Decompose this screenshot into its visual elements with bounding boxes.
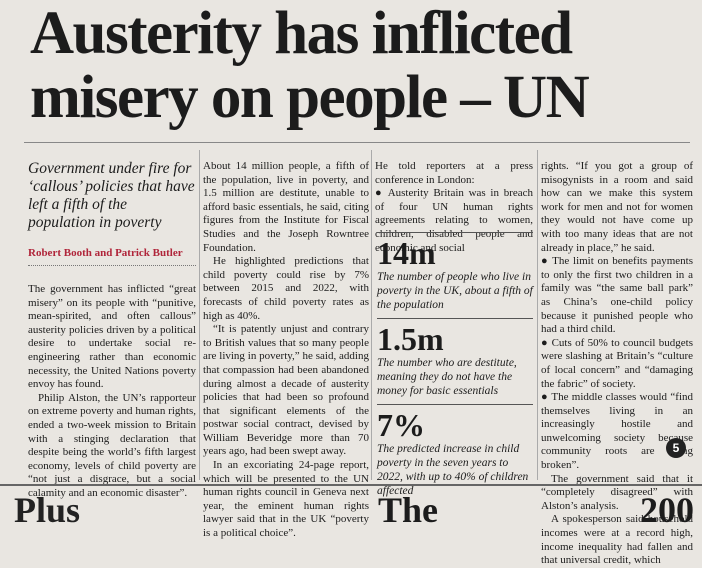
column: About 14 million people, a fifth of the … <box>203 160 369 541</box>
paragraph: ● The middle classes would “find themsel… <box>541 391 693 472</box>
byline: Robert Booth and Patrick Butler <box>28 247 183 259</box>
paragraph: ● Austerity Britain was in breach of fou… <box>375 187 533 254</box>
paragraph: The government has inflicted “great mise… <box>28 283 196 391</box>
stat-figure: 7% <box>377 407 425 443</box>
rule <box>24 142 690 143</box>
stat-caption: The predicted increase in child poverty … <box>377 443 529 497</box>
paragraph: In an excoriating 24-page report, which … <box>203 459 369 540</box>
column-rule <box>199 150 200 480</box>
footer-teaser: Plus <box>14 490 81 530</box>
paragraph: The government said that it “completely … <box>541 472 693 512</box>
stat: 7% The predicted increase in child povert… <box>377 404 533 504</box>
page-marker: 5 <box>666 438 686 458</box>
paragraph: ● The limit on benefits payments to only… <box>541 255 693 336</box>
paragraph: He highlighted predictions that child po… <box>203 255 369 322</box>
stat-figure: 14m <box>377 235 436 271</box>
column-rule <box>371 150 372 480</box>
stat-caption: The number of people who live in poverty… <box>377 271 533 311</box>
stats-box: 14m The number of people who live in pove… <box>377 232 533 504</box>
paragraph: About 14 million people, a fifth of the … <box>203 160 369 254</box>
paragraph: “It is patently unjust and contrary to B… <box>203 323 369 458</box>
stat: 1.5m The number who are destitute, meanin… <box>377 318 533 404</box>
paragraph: rights. “If you got a group of misogynis… <box>541 160 693 254</box>
stat-figure: 1.5m <box>377 321 444 357</box>
paragraph: He told reporters at a press conference … <box>375 160 533 186</box>
column: He told reporters at a press conference … <box>375 160 533 255</box>
footer-teaser: The <box>378 490 439 530</box>
column: The government has inflicted “great mise… <box>28 283 196 501</box>
rule <box>0 484 702 486</box>
paragraph: ● Cuts of 50% to council budgets were sl… <box>541 336 693 390</box>
stat: 14m The number of people who live in pove… <box>377 232 533 318</box>
headline: Austerity has inflicted misery on people… <box>30 0 590 131</box>
standfirst: Government under fire for ‘callous’ poli… <box>28 160 195 231</box>
footer-teaser: 200 <box>640 490 694 530</box>
column-rule <box>537 150 538 480</box>
stat-caption: The number who are destitute, meaning th… <box>377 357 517 397</box>
rule <box>28 265 196 266</box>
paragraph: Philip Alston, the UN’s rapporteur on ex… <box>28 391 196 499</box>
